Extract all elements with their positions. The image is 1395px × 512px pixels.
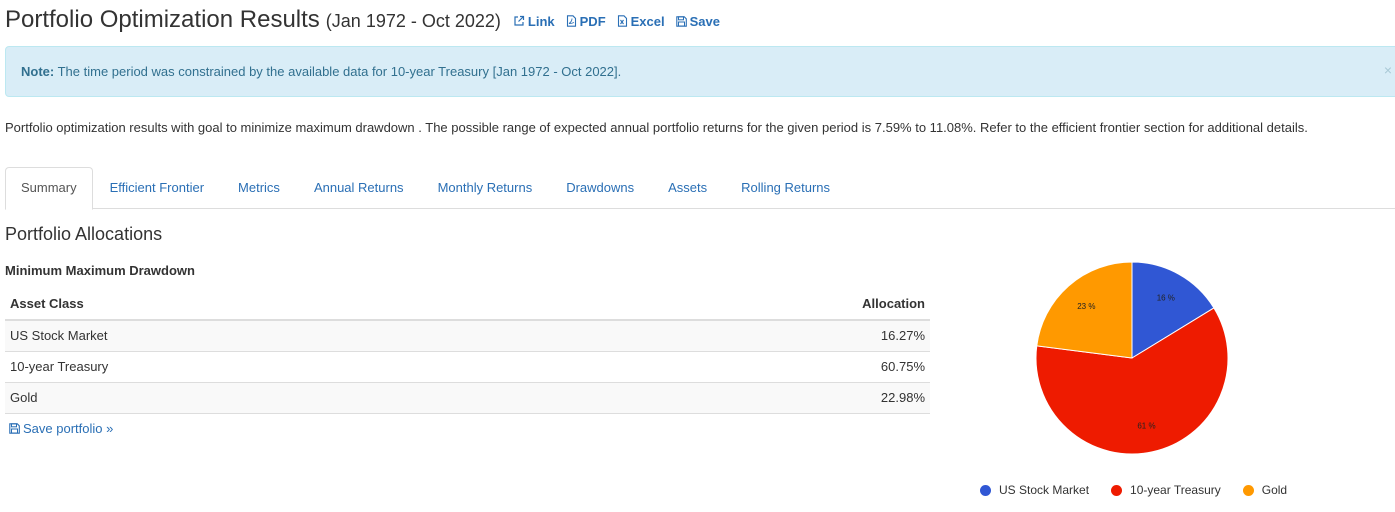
legend-label: 10-year Treasury bbox=[1130, 483, 1221, 497]
asset-cell: US Stock Market bbox=[5, 320, 558, 352]
allocation-cell: 16.27% bbox=[557, 320, 930, 352]
pie-data-label: 16 % bbox=[1157, 294, 1175, 303]
legend-item-10-year-treasury[interactable]: 10-year Treasury bbox=[1111, 483, 1221, 497]
tab-summary[interactable]: Summary bbox=[5, 167, 93, 210]
tab-drawdowns[interactable]: Drawdowns bbox=[566, 180, 635, 195]
floppy-disk-icon bbox=[675, 16, 687, 27]
save-label: Save bbox=[689, 14, 720, 29]
legend-dot bbox=[1242, 484, 1254, 496]
chart-legend: US Stock Market 10-year Treasury Gold bbox=[980, 483, 1309, 497]
table-row: Gold 22.98% bbox=[5, 382, 930, 414]
tab-annual-returns[interactable]: Annual Returns bbox=[313, 180, 404, 195]
page-title: Portfolio Optimization Results bbox=[5, 6, 320, 33]
tab-bar: Summary Efficient Frontier Metrics Annua… bbox=[5, 167, 1395, 210]
excel-button[interactable]: Excel bbox=[617, 14, 665, 29]
allocation-pie-chart: 16 % 61 % 23 % bbox=[1030, 256, 1234, 460]
legend-item-gold[interactable]: Gold bbox=[1242, 483, 1288, 497]
table-header-row: Asset Class Allocation bbox=[5, 288, 930, 321]
tab-rolling-returns[interactable]: Rolling Returns bbox=[741, 180, 831, 195]
link-button[interactable]: Link bbox=[513, 14, 555, 29]
table-title: Minimum Maximum Drawdown bbox=[5, 263, 195, 278]
save-portfolio-label: Save portfolio » bbox=[23, 421, 114, 436]
tab-metrics[interactable]: Metrics bbox=[238, 180, 280, 195]
save-button[interactable]: Save bbox=[675, 14, 720, 29]
allocation-table: Asset Class Allocation US Stock Market 1… bbox=[5, 288, 930, 414]
section-title: Portfolio Allocations bbox=[5, 224, 163, 244]
save-portfolio-link[interactable]: Save portfolio » bbox=[9, 421, 113, 436]
pie-slice-us-stock-market[interactable] bbox=[1131, 261, 1215, 359]
pdf-label: PDF bbox=[579, 13, 606, 29]
legend-label: US Stock Market bbox=[999, 483, 1090, 497]
info-alert: Note: The time period was constrained by… bbox=[5, 46, 1395, 97]
legend-dot bbox=[980, 484, 991, 496]
page-header: Portfolio Optimization Results (Jan 1972… bbox=[5, 6, 731, 42]
floppy-disk-icon bbox=[9, 423, 20, 434]
tab-monthly-returns[interactable]: Monthly Returns bbox=[437, 180, 533, 195]
tab-assets[interactable]: Assets bbox=[668, 180, 708, 195]
pdf-file-icon bbox=[566, 15, 576, 27]
allocation-cell: 60.75% bbox=[557, 351, 930, 383]
pie-data-label: 23 % bbox=[1077, 302, 1095, 311]
pdf-button[interactable]: PDF bbox=[566, 14, 606, 29]
header-asset-class: Asset Class bbox=[5, 288, 558, 321]
allocation-cell: 22.98% bbox=[557, 382, 930, 414]
alert-label: Note: bbox=[21, 64, 55, 79]
header-links: Link PDF Excel Save bbox=[513, 14, 731, 29]
alert-text: The time period was constrained by the a… bbox=[54, 64, 622, 79]
legend-label: Gold bbox=[1261, 483, 1288, 497]
table-row: US Stock Market 16.27% bbox=[5, 320, 930, 352]
legend-item-us-stock-market[interactable]: US Stock Market bbox=[980, 483, 1089, 497]
external-link-icon bbox=[514, 15, 525, 26]
page-subtitle: (Jan 1972 - Oct 2022) bbox=[325, 11, 501, 31]
pie-chart-svg: 16 % 61 % 23 % bbox=[1035, 261, 1229, 455]
tab-efficient-frontier[interactable]: Efficient Frontier bbox=[109, 180, 205, 195]
asset-cell: 10-year Treasury bbox=[5, 351, 558, 383]
asset-cell: Gold bbox=[5, 382, 558, 414]
table-row: 10-year Treasury 60.75% bbox=[5, 351, 930, 383]
excel-label: Excel bbox=[630, 13, 665, 29]
legend-dot bbox=[1111, 484, 1123, 496]
intro-text: Portfolio optimization results with goal… bbox=[5, 120, 1308, 135]
link-label: Link bbox=[527, 13, 555, 29]
close-icon[interactable]: × bbox=[1383, 62, 1392, 78]
pie-slice-10-year-treasury[interactable] bbox=[1035, 307, 1229, 455]
header-allocation: Allocation bbox=[557, 288, 930, 321]
pie-data-label: 61 % bbox=[1137, 422, 1155, 431]
pie-slice-gold[interactable] bbox=[1036, 261, 1133, 359]
excel-file-icon bbox=[617, 15, 627, 27]
